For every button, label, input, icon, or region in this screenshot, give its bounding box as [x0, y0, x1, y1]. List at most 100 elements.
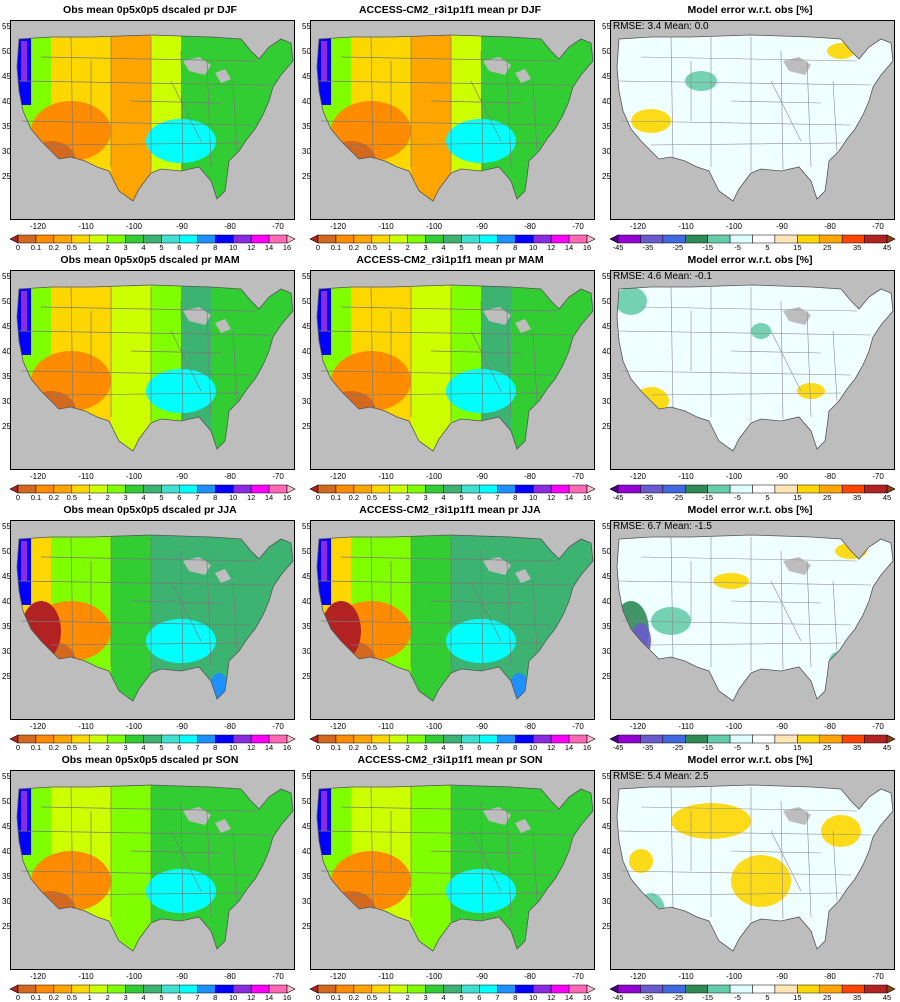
colorbar-label: 0 [15, 493, 21, 502]
colorbar-label: 16 [582, 493, 592, 502]
colorbar-label: 4 [441, 493, 446, 502]
colorbar-label: 0.1 [330, 243, 342, 252]
colorbar-label: 14 [264, 243, 274, 252]
colorbar-swatch [197, 734, 216, 744]
colorbar-label: 5 [159, 493, 164, 502]
colorbar-label: 10 [529, 243, 538, 252]
x-tick-label: -70 [872, 972, 884, 981]
colorbar-label: 16 [282, 743, 292, 752]
colorbar-label: 4 [141, 243, 146, 252]
colorbar-swatch [425, 484, 444, 494]
x-tick-label: -120 [29, 972, 47, 981]
colorbar-swatch [197, 484, 216, 494]
colorbar-label: 1 [87, 243, 92, 252]
colorbar-label: 45 [882, 493, 892, 502]
colorbar-left-arrow [609, 984, 619, 994]
colorbar-swatch [35, 484, 55, 494]
colorbar-swatch [107, 984, 126, 994]
y-tick-label: 45 [2, 822, 11, 831]
y-tick-label: 25 [2, 672, 11, 681]
colorbar-label: 10 [229, 243, 238, 252]
colorbar-swatch [774, 484, 798, 494]
colorbar-label: 16 [282, 493, 292, 502]
panel-title: Model error w.r.t. obs [%] [687, 4, 813, 16]
colorbar-swatch [841, 484, 865, 494]
y-tick-label: 50 [2, 797, 11, 806]
colorbar-swatch [353, 984, 373, 994]
colorbar-swatch [640, 984, 664, 994]
y-tick-label: 25 [2, 422, 11, 431]
colorbar-label: 0.5 [366, 743, 378, 752]
colorbar-left-arrow [9, 734, 19, 744]
colorbar-right-arrow [286, 484, 296, 494]
colorbar-label: 1 [87, 743, 92, 752]
colorbar-swatch [515, 234, 534, 244]
x-tick-label: -90 [476, 472, 488, 481]
colorbar-label: 10 [229, 743, 238, 752]
colorbar-label: 10 [229, 993, 238, 1002]
colorbar-label: 0.2 [348, 743, 360, 752]
colorbar-label: 0 [15, 243, 21, 252]
colorbar-label: 4 [441, 743, 446, 752]
colorbar-label: 5 [765, 993, 770, 1002]
x-tick-label: -120 [629, 972, 647, 981]
colorbar-swatch [353, 234, 373, 244]
colorbar-swatch [179, 984, 198, 994]
colorbar-label: 0.1 [330, 743, 342, 752]
colorbar-swatch [425, 984, 444, 994]
y-tick-label: 30 [302, 647, 311, 656]
y-tick-label: 50 [302, 47, 311, 56]
colorbar-swatch [71, 234, 90, 244]
y-tick-label: 50 [302, 547, 311, 556]
colorbar-swatch [707, 484, 731, 494]
colorbar-left-arrow [309, 234, 319, 244]
y-tick-label: 25 [302, 172, 311, 181]
colorbar-swatch [841, 984, 865, 994]
colorbar-label: -35 [642, 493, 654, 502]
colorbar-label: 16 [582, 243, 592, 252]
colorbar-label: 35 [852, 993, 862, 1002]
colorbar-swatch [864, 734, 888, 744]
colorbar-swatch [425, 234, 444, 244]
colorbar-label: 8 [513, 743, 518, 752]
colorbar-swatch [497, 484, 516, 494]
colorbar-left-arrow [309, 984, 319, 994]
colorbar-swatch [729, 734, 753, 744]
y-tick-label: 40 [2, 97, 11, 106]
colorbar-label: 1 [387, 243, 392, 252]
colorbar-swatch [143, 484, 162, 494]
colorbar-label: 7 [495, 243, 500, 252]
colorbar-label: 15 [793, 493, 802, 502]
x-tick-label: -90 [776, 722, 788, 731]
y-tick-label: 55 [302, 22, 311, 31]
colorbar-right-arrow [286, 234, 296, 244]
precip-colorbar [9, 234, 296, 245]
x-tick-label: -120 [329, 972, 347, 981]
y-tick-label: 35 [2, 622, 11, 631]
y-tick-label: 40 [302, 97, 311, 106]
rmse-mean-label: RMSE: 3.4 Mean: 0.0 [613, 21, 709, 32]
colorbar-label: 0.2 [48, 243, 60, 252]
x-tick-label: -70 [272, 472, 284, 481]
colorbar-label: 2 [405, 493, 410, 502]
colorbar-swatch [179, 734, 198, 744]
colorbar-label: 5 [459, 493, 464, 502]
y-tick-label: 30 [602, 147, 611, 156]
colorbar-swatch [864, 484, 888, 494]
colorbar-swatch [317, 484, 337, 494]
x-tick-label: -110 [78, 722, 94, 731]
map-frame [310, 770, 595, 970]
y-tick-label: 40 [602, 847, 611, 856]
x-tick-label: -120 [329, 472, 347, 481]
colorbar-swatch [371, 734, 390, 744]
colorbar-swatch [461, 734, 480, 744]
colorbar-label: 12 [546, 993, 556, 1002]
y-tick-label: 50 [602, 47, 611, 56]
y-tick-label: 40 [2, 597, 11, 606]
x-tick-label: -120 [629, 222, 647, 231]
colorbar-swatch [461, 234, 480, 244]
colorbar-swatch [179, 484, 198, 494]
colorbar-swatch [89, 734, 108, 744]
colorbar-label: 6 [177, 993, 182, 1002]
colorbar-label: -15 [702, 743, 714, 752]
